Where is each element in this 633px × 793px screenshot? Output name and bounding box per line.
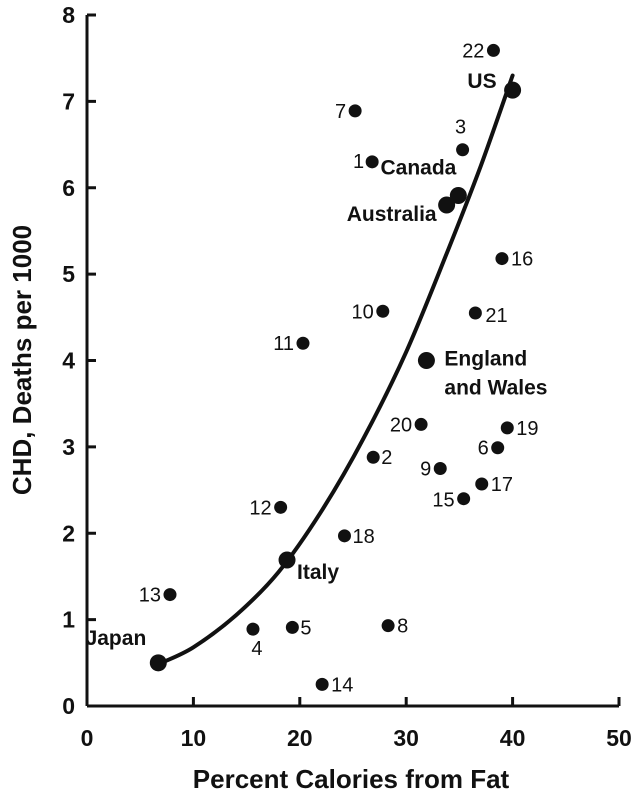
x-tick-label: 20: [287, 725, 313, 751]
data-point-label: 22: [462, 40, 484, 62]
country-label: Italy: [297, 561, 339, 584]
country-point-italy: [278, 551, 296, 569]
points-layer: [149, 43, 522, 691]
data-point-2: [366, 450, 380, 464]
data-point-7: [348, 104, 362, 118]
data-point-label: 11: [273, 333, 294, 355]
data-point-label: 4: [251, 638, 262, 660]
data-point-16: [495, 252, 509, 266]
y-tick-label: 5: [62, 261, 75, 287]
data-point-label: 1: [353, 151, 364, 173]
data-point-20: [414, 417, 428, 431]
trend-curve-layer: [159, 73, 515, 665]
data-point-14: [315, 677, 329, 691]
data-point-3: [456, 143, 470, 157]
country-point-canada: [449, 187, 467, 205]
data-point-21: [468, 306, 482, 320]
data-point-label: 17: [491, 474, 513, 496]
data-point-label: 7: [335, 101, 346, 123]
data-point-11: [296, 336, 310, 350]
y-axis-title: CHD, Deaths per 1000: [7, 225, 37, 495]
data-point-label: 5: [300, 617, 311, 639]
y-tick-label: 0: [62, 693, 75, 719]
country-label-line: and Wales: [444, 377, 547, 400]
data-point-label: 2: [381, 447, 392, 469]
data-point-label: 6: [478, 438, 489, 460]
y-tick-label: 7: [62, 88, 75, 114]
y-tick-label: 3: [62, 434, 75, 460]
data-point-label: 20: [390, 414, 412, 436]
data-point-label: 12: [249, 497, 271, 519]
data-point-18: [337, 529, 351, 543]
data-point-6: [491, 441, 505, 455]
data-point-label: 15: [432, 490, 454, 512]
country-label: US: [467, 70, 496, 93]
country-label: Canada: [380, 157, 456, 180]
data-point-15: [457, 492, 471, 506]
country-point-us: [504, 81, 522, 99]
data-point-8: [381, 619, 395, 633]
data-point-10: [376, 304, 390, 318]
data-point-12: [274, 500, 288, 514]
country-point-japan: [149, 654, 167, 672]
data-point-label: 18: [352, 526, 374, 548]
y-tick-label: 4: [62, 348, 75, 374]
y-tick-label: 8: [62, 2, 75, 28]
y-tick-label: 1: [62, 607, 75, 633]
data-point-label: 19: [516, 418, 538, 440]
data-point-19: [500, 421, 514, 435]
data-point-label: 16: [511, 249, 533, 271]
country-label-line: England: [444, 348, 527, 371]
x-tick-label: 0: [81, 725, 94, 751]
x-axis-title: Percent Calories from Fat: [193, 764, 510, 793]
data-point-label: 14: [331, 674, 353, 696]
x-tick-label: 40: [500, 725, 526, 751]
data-point-5: [285, 620, 299, 634]
data-point-9: [433, 461, 447, 475]
data-point-label: 9: [420, 458, 431, 480]
country-label: Japan: [86, 627, 147, 650]
x-tick-label: 10: [181, 725, 207, 751]
trend-curve: [159, 73, 515, 665]
data-point-label: 13: [139, 585, 161, 607]
country-label: Australia: [347, 203, 437, 226]
data-point-label: 3: [455, 117, 466, 139]
country-point-england-and-wales: [417, 352, 435, 369]
x-tick-label: 30: [393, 725, 419, 751]
x-tick-label: 50: [606, 725, 632, 751]
country-point-australia: [438, 196, 456, 214]
data-point-1: [365, 155, 379, 169]
y-tick-label: 2: [62, 520, 75, 546]
data-point-label: 21: [485, 305, 507, 327]
data-point-label: 8: [397, 616, 408, 638]
data-point-22: [486, 43, 500, 57]
data-point-13: [163, 588, 177, 602]
data-point-4: [246, 622, 260, 636]
data-point-label: 10: [352, 301, 374, 323]
y-tick-label: 6: [62, 175, 75, 201]
data-point-17: [475, 477, 489, 491]
labels-layer: 12345678910111213141516171819202122Japan…: [86, 40, 548, 696]
